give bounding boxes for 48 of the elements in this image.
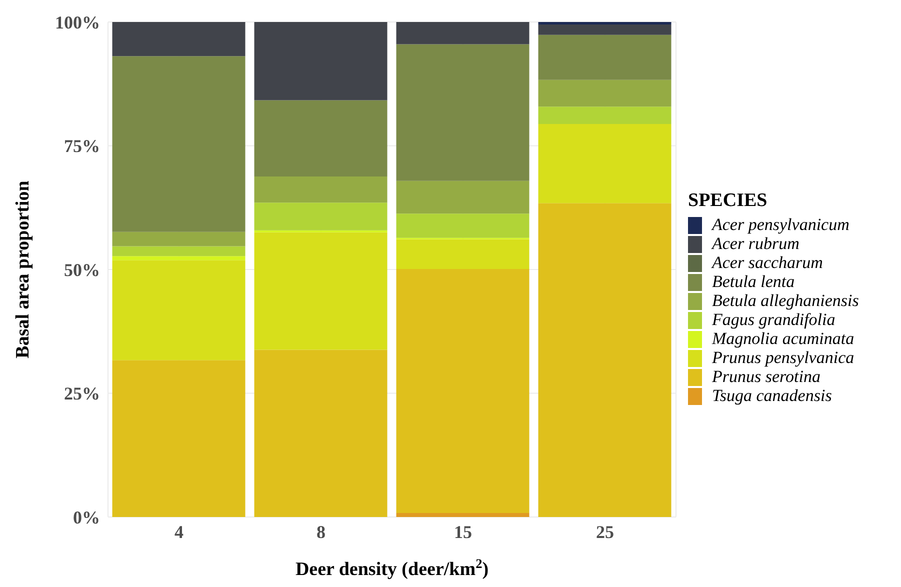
bar [112, 232, 246, 246]
bar [254, 22, 388, 100]
bar [396, 513, 530, 517]
y-tick-label: 50% [64, 260, 100, 280]
y-tick-label: 25% [64, 384, 100, 404]
legend-label: Tsuga canadensis [712, 386, 832, 406]
bar [396, 239, 530, 270]
legend-label: Magnolia acuminata [712, 329, 854, 349]
x-tick-label: 15 [454, 522, 472, 542]
y-tick-label: 75% [64, 136, 100, 156]
legend-label: Prunus pensylvanica [712, 348, 854, 368]
legend-label: Acer saccharum [712, 253, 823, 273]
bar [538, 106, 672, 124]
bar [254, 202, 388, 230]
y-tick-label: 0% [73, 507, 100, 528]
bar [254, 232, 388, 350]
bar [254, 176, 388, 203]
bar [538, 34, 672, 80]
bar [112, 256, 246, 260]
x-tick-label: 8 [316, 522, 326, 542]
bar [396, 22, 530, 44]
x-tick-label: 25 [596, 522, 614, 542]
bar [112, 56, 246, 232]
bar [396, 269, 530, 514]
bar [112, 246, 246, 256]
x-axis-title: Deer density (deer/km$^{2}$) [295, 556, 489, 580]
bar [538, 203, 672, 517]
bar [538, 80, 672, 107]
legend-label: Acer pensylvanicum [712, 215, 850, 235]
y-axis-title: Basal area proportion [12, 180, 34, 358]
y-tick-label: 100% [55, 12, 100, 32]
legend-label: Prunus serotina [712, 367, 820, 387]
legend-label: Fagus grandifolia [712, 310, 836, 330]
bar [396, 214, 530, 238]
bar [254, 100, 388, 176]
bar [254, 350, 388, 517]
legend-label: Acer rubrum [712, 234, 800, 254]
legend-label: Betula lenta [712, 272, 795, 292]
bar [112, 360, 246, 517]
x-tick-label: 4 [174, 522, 184, 542]
bar [396, 180, 530, 214]
bar [112, 260, 246, 360]
bar [112, 22, 246, 56]
bar [538, 24, 672, 35]
legend-title: SPECIES [688, 190, 768, 212]
bar [396, 44, 530, 181]
bar [538, 124, 672, 204]
legend-label: Betula alleghaniensis [712, 291, 859, 311]
